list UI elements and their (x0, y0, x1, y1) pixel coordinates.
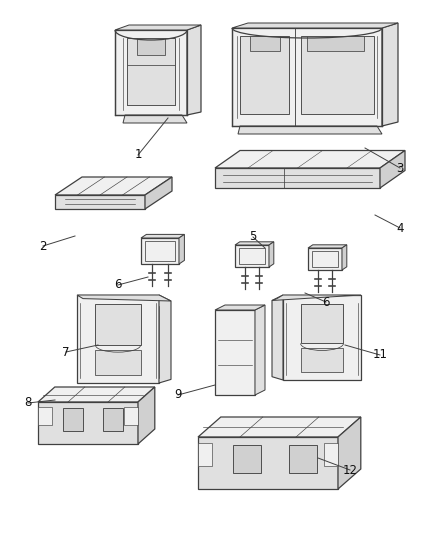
Polygon shape (198, 437, 338, 489)
Polygon shape (115, 25, 201, 30)
Polygon shape (95, 350, 141, 375)
Polygon shape (127, 65, 175, 105)
Polygon shape (127, 38, 175, 105)
Polygon shape (141, 238, 179, 264)
Polygon shape (250, 36, 280, 51)
Polygon shape (38, 407, 52, 425)
Polygon shape (308, 248, 342, 270)
Polygon shape (301, 36, 374, 114)
Polygon shape (272, 295, 283, 380)
Polygon shape (342, 245, 347, 270)
Polygon shape (300, 348, 343, 372)
Polygon shape (124, 407, 138, 425)
Polygon shape (232, 28, 382, 126)
Polygon shape (187, 25, 201, 115)
Polygon shape (307, 36, 364, 51)
Polygon shape (240, 36, 289, 114)
Text: 8: 8 (25, 397, 32, 409)
Text: 12: 12 (343, 464, 357, 477)
Polygon shape (215, 150, 405, 168)
Polygon shape (145, 177, 172, 209)
Polygon shape (77, 295, 171, 301)
Polygon shape (235, 242, 274, 245)
Polygon shape (38, 387, 155, 402)
Polygon shape (103, 408, 123, 431)
Polygon shape (198, 443, 212, 466)
Polygon shape (55, 177, 172, 195)
Polygon shape (269, 242, 274, 267)
Polygon shape (308, 245, 347, 248)
Polygon shape (238, 126, 382, 134)
Text: 6: 6 (114, 279, 122, 292)
Polygon shape (289, 445, 317, 473)
Text: 6: 6 (322, 295, 330, 309)
Polygon shape (159, 295, 171, 383)
Polygon shape (95, 304, 141, 345)
Text: 5: 5 (249, 230, 257, 244)
Polygon shape (272, 295, 361, 301)
Polygon shape (123, 115, 187, 123)
Text: 3: 3 (396, 161, 404, 174)
Polygon shape (338, 417, 361, 489)
Text: 11: 11 (372, 349, 388, 361)
Polygon shape (255, 305, 265, 395)
Polygon shape (232, 23, 398, 28)
Text: 4: 4 (396, 222, 404, 235)
Polygon shape (300, 303, 343, 343)
Polygon shape (215, 168, 380, 188)
Polygon shape (138, 387, 155, 444)
Polygon shape (63, 408, 83, 431)
Polygon shape (233, 445, 261, 473)
Polygon shape (324, 443, 338, 466)
Polygon shape (198, 417, 361, 437)
Polygon shape (137, 38, 165, 55)
Text: 7: 7 (62, 345, 70, 359)
Text: 1: 1 (134, 149, 142, 161)
Polygon shape (115, 30, 187, 115)
Polygon shape (235, 245, 269, 267)
Polygon shape (283, 295, 361, 380)
Text: 2: 2 (39, 239, 47, 253)
Polygon shape (215, 310, 255, 395)
Polygon shape (382, 23, 398, 126)
Polygon shape (179, 235, 184, 264)
Polygon shape (55, 195, 145, 209)
Text: 9: 9 (174, 389, 182, 401)
Polygon shape (215, 305, 265, 310)
Polygon shape (38, 402, 138, 444)
Polygon shape (77, 295, 159, 383)
Polygon shape (380, 150, 405, 188)
Polygon shape (141, 235, 184, 238)
